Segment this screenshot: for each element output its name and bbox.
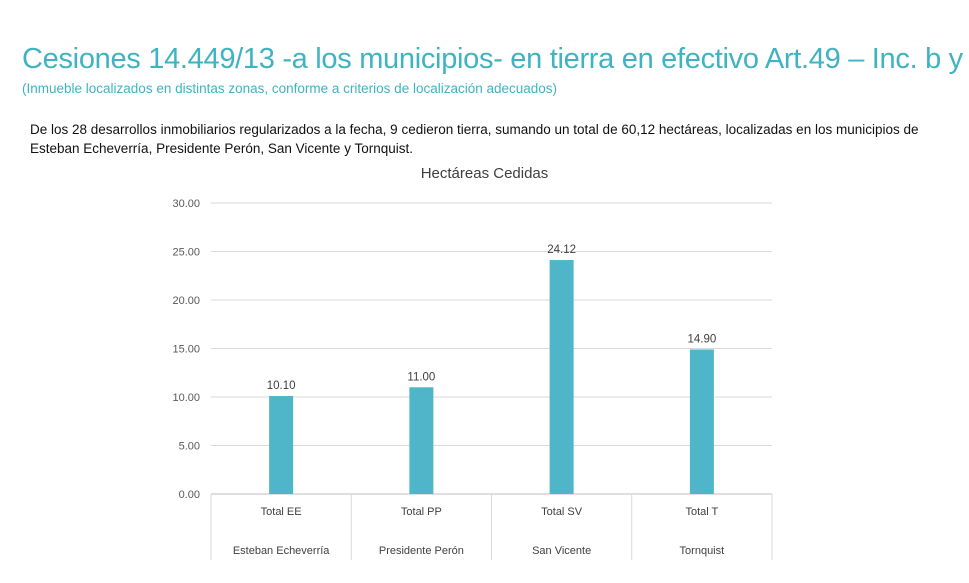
x-category-label: Total SV [541, 506, 583, 518]
slide-subtitle: (Inmueble localizados en distintas zonas… [22, 81, 558, 96]
y-tick-label: 30.00 [172, 198, 200, 210]
bar [689, 349, 714, 494]
x-category-label: Total T [685, 506, 718, 518]
x-group-label: San Vicente [532, 545, 591, 557]
x-category-label: Total PP [401, 506, 442, 518]
data-label: 10.10 [267, 380, 296, 392]
bar [269, 396, 294, 494]
data-label: 24.12 [547, 244, 576, 256]
x-group-label: Presidente Perón [379, 545, 464, 557]
y-tick-label: 5.00 [179, 441, 200, 453]
bar [409, 387, 434, 494]
slide-title: Cesiones 14.449/13 -a los municipios- en… [22, 43, 969, 75]
slide-body-text: De los 28 desarrollos inmobiliarios regu… [30, 122, 919, 156]
x-group-label: Esteban Echeverría [233, 545, 330, 557]
bar [549, 260, 574, 494]
y-tick-label: 20.00 [172, 295, 200, 307]
x-category-label: Total EE [261, 506, 302, 518]
y-tick-label: 0.00 [179, 489, 200, 501]
data-label: 14.90 [687, 333, 716, 345]
y-tick-label: 15.00 [172, 344, 200, 356]
y-tick-label: 10.00 [172, 392, 200, 404]
chart-title: Hectáreas Cedidas [420, 165, 549, 182]
data-label: 11.00 [407, 371, 435, 383]
x-group-label: Tornquist [680, 545, 725, 557]
y-tick-label: 25.00 [172, 247, 200, 259]
